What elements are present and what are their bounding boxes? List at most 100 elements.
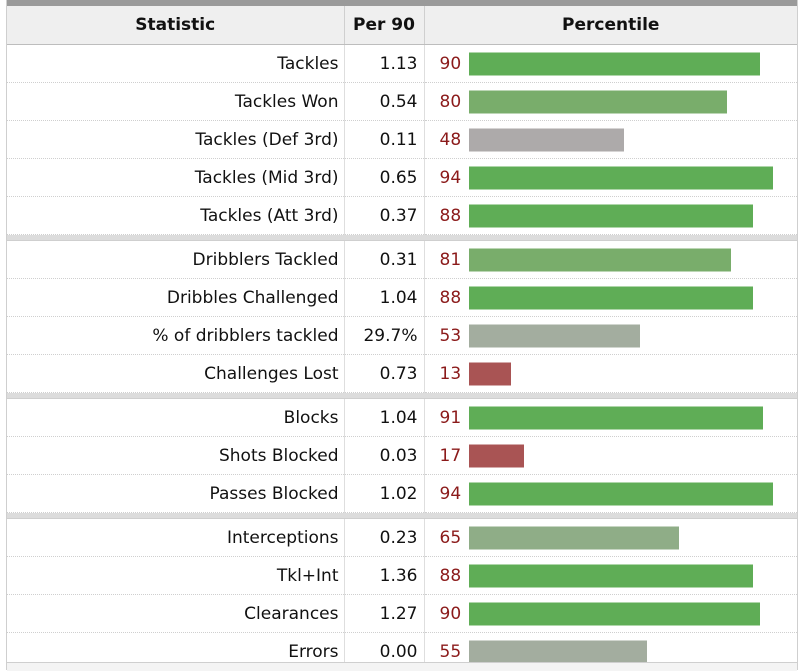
percentile-bar <box>468 52 760 75</box>
table-row: Challenges Lost 0.73 13 <box>7 354 797 393</box>
percentile-value: 94 <box>439 167 462 188</box>
percentile-value: 53 <box>439 325 462 346</box>
percentile-bar <box>468 564 753 587</box>
table-row: Tackles Won 0.54 80 <box>7 82 797 121</box>
table-header: Statistic Per 90 Percentile <box>7 6 797 45</box>
statistic-name: Blocks <box>7 398 345 437</box>
per90-value: 0.23 <box>344 518 425 557</box>
statistic-name: Challenges Lost <box>7 354 345 393</box>
percentile-value: 80 <box>439 91 462 112</box>
percentile-bar <box>468 602 760 625</box>
per90-value: 1.02 <box>344 474 425 513</box>
percentile-bar <box>468 204 753 227</box>
percentile-cell: 55 <box>424 633 797 671</box>
percentile-value: 17 <box>439 445 462 466</box>
statistic-name: Dribbles Challenged <box>7 278 345 317</box>
per90-value: 0.37 <box>344 196 425 235</box>
percentile-bar <box>468 90 727 113</box>
header-statistic[interactable]: Statistic <box>7 6 345 45</box>
top-border <box>7 0 797 6</box>
table-row: Passes Blocked 1.02 94 <box>7 474 797 513</box>
percentile-bar <box>468 362 511 385</box>
percentile-value: 13 <box>439 363 462 384</box>
percentile-cell: 90 <box>424 594 797 633</box>
percentile-cell: 94 <box>424 474 797 513</box>
percentile-cell: 94 <box>424 158 797 197</box>
header-per90[interactable]: Per 90 <box>344 6 425 45</box>
per90-value: 0.03 <box>344 436 425 475</box>
percentile-cell: 65 <box>424 518 797 557</box>
percentile-cell: 88 <box>424 556 797 595</box>
stats-table-container: Statistic Per 90 Percentile Tackles 1.13 9… <box>6 0 798 671</box>
statistic-name: Tkl+Int <box>7 556 345 595</box>
group-separator-cell <box>7 512 797 519</box>
statistic-name: Shots Blocked <box>7 436 345 475</box>
percentile-cell: 17 <box>424 436 797 475</box>
header-percentile[interactable]: Percentile <box>424 6 797 45</box>
group-separator-cell <box>7 234 797 241</box>
percentile-value: 55 <box>439 641 462 662</box>
statistic-name: Tackles (Mid 3rd) <box>7 158 345 197</box>
per90-value: 0.73 <box>344 354 425 393</box>
group-separator <box>7 392 797 399</box>
per90-value: 1.04 <box>344 278 425 317</box>
table-row: Interceptions 0.23 65 <box>7 518 797 557</box>
table-row: Tackles (Att 3rd) 0.37 88 <box>7 196 797 235</box>
percentile-bar <box>468 482 773 505</box>
percentile-bar <box>468 166 773 189</box>
statistic-name: Tackles Won <box>7 82 345 121</box>
table-row: Dribblers Tackled 0.31 81 <box>7 240 797 279</box>
percentile-value: 65 <box>439 527 462 548</box>
per90-value: 29.7% <box>344 316 425 355</box>
per90-value: 0.65 <box>344 158 425 197</box>
group-separator <box>7 234 797 241</box>
percentile-value: 88 <box>439 565 462 586</box>
percentile-stats-table: Statistic Per 90 Percentile Tackles 1.13 9… <box>7 6 797 670</box>
table-row: Dribbles Challenged 1.04 88 <box>7 278 797 317</box>
group-separator-cell <box>7 392 797 399</box>
statistic-name: Dribblers Tackled <box>7 240 345 279</box>
percentile-bar <box>468 444 524 467</box>
percentile-bar <box>468 406 763 429</box>
percentile-cell: 81 <box>424 240 797 279</box>
statistic-name: Passes Blocked <box>7 474 345 513</box>
table-row: % of dribblers tackled 29.7% 53 <box>7 316 797 355</box>
percentile-value: 90 <box>439 53 462 74</box>
per90-value: 1.13 <box>344 44 425 83</box>
percentile-bar <box>468 526 679 549</box>
percentile-bar <box>468 128 624 151</box>
percentile-cell: 53 <box>424 316 797 355</box>
table-row: Blocks 1.04 91 <box>7 398 797 437</box>
table-body: Tackles 1.13 90 Tackles Won 0.54 80 Tackles (D… <box>7 44 797 671</box>
percentile-cell: 13 <box>424 354 797 393</box>
bottom-border <box>7 662 797 671</box>
percentile-value: 91 <box>439 407 462 428</box>
per90-value: 1.36 <box>344 556 425 595</box>
percentile-cell: 48 <box>424 120 797 159</box>
percentile-value: 88 <box>439 287 462 308</box>
percentile-cell: 90 <box>424 44 797 83</box>
statistic-name: Tackles <box>7 44 345 83</box>
group-separator <box>7 512 797 519</box>
percentile-cell: 91 <box>424 398 797 437</box>
percentile-value: 88 <box>439 205 462 226</box>
per90-value: 1.27 <box>344 594 425 633</box>
per90-value: 0.31 <box>344 240 425 279</box>
percentile-bar <box>468 286 753 309</box>
statistic-name: % of dribblers tackled <box>7 316 345 355</box>
percentile-value: 94 <box>439 483 462 504</box>
table-row: Shots Blocked 0.03 17 <box>7 436 797 475</box>
table-row: Tackles 1.13 90 <box>7 44 797 83</box>
percentile-bar <box>468 640 647 663</box>
percentile-value: 81 <box>439 249 462 270</box>
statistic-name: Tackles (Def 3rd) <box>7 120 345 159</box>
statistic-name: Tackles (Att 3rd) <box>7 196 345 235</box>
table-row: Tackles (Mid 3rd) 0.65 94 <box>7 158 797 197</box>
per90-value: 1.04 <box>344 398 425 437</box>
statistic-name: Clearances <box>7 594 345 633</box>
percentile-cell: 88 <box>424 196 797 235</box>
per90-value: 0.54 <box>344 82 425 121</box>
percentile-cell: 80 <box>424 82 797 121</box>
percentile-bar <box>468 324 640 347</box>
table-row: Tkl+Int 1.36 88 <box>7 556 797 595</box>
